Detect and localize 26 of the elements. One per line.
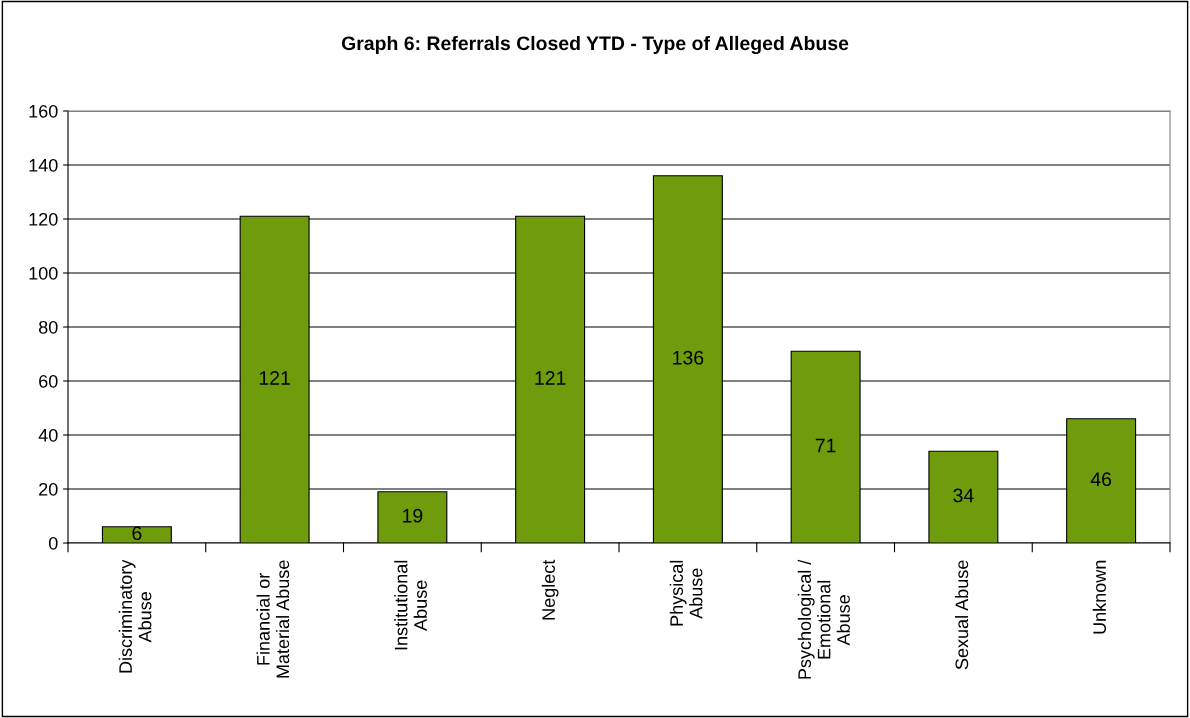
- x-tick-label: Psychological / Emotional Abuse: [797, 559, 850, 679]
- y-tick-label: 140: [29, 158, 58, 172]
- data-label: 46: [1090, 472, 1112, 487]
- y-tick-label: 40: [38, 428, 58, 442]
- x-tick-label: Financial or Material Abuse: [256, 560, 290, 678]
- data-label: 136: [673, 350, 704, 365]
- y-tick-label: 20: [39, 482, 58, 496]
- x-tick-label: Discriminatory Abuse: [118, 559, 152, 673]
- y-tick-label: 0: [48, 536, 58, 550]
- y-tick-label: 100: [29, 266, 58, 280]
- x-tick-label: Sexual Abuse: [954, 560, 969, 670]
- data-label: 121: [535, 371, 566, 385]
- data-label: 71: [815, 438, 836, 453]
- chart-title: Graph 6: Referrals Closed YTD - Type of Alleged Abuse: [341, 35, 849, 55]
- y-tick-label: 160: [29, 104, 58, 118]
- data-label: 6: [132, 526, 142, 541]
- x-tick-label: Physical Abuse: [669, 560, 703, 626]
- data-label: 34: [953, 488, 974, 503]
- y-tick-label: 80: [38, 320, 58, 334]
- y-tick-label: 60: [39, 374, 58, 388]
- x-tick-label: Institutional Abuse: [394, 560, 427, 650]
- x-tick-label: Neglect: [541, 559, 559, 620]
- y-tick-label: 120: [29, 212, 58, 226]
- x-tick-label: Unknown: [1092, 560, 1106, 634]
- data-label: 19: [403, 508, 423, 523]
- data-label: 121: [259, 371, 290, 385]
